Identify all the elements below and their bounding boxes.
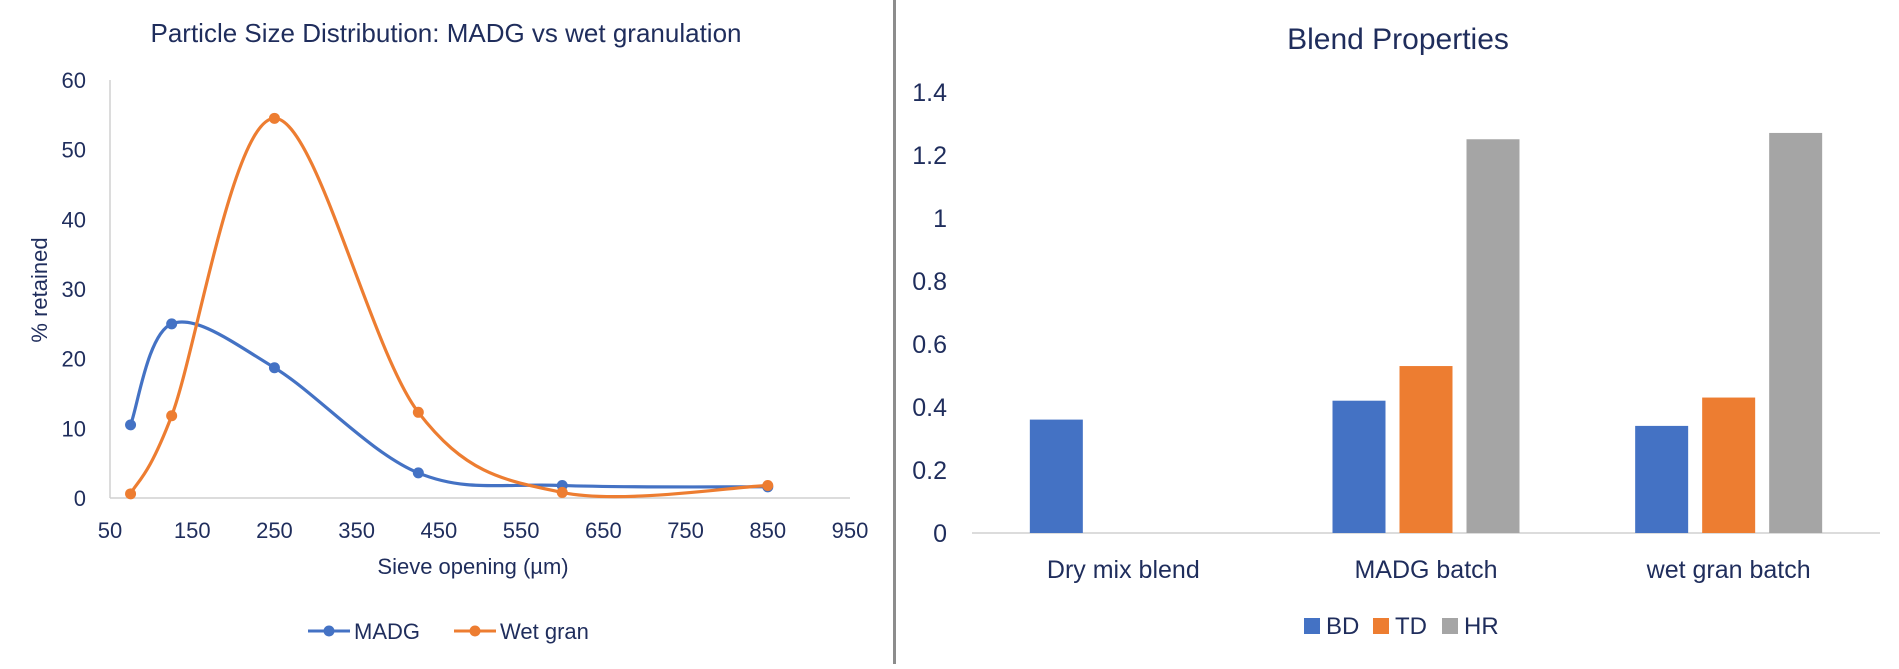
bar-td	[1702, 397, 1756, 533]
madg-point	[412, 467, 424, 479]
psd-y-axis-label: % retained	[27, 237, 52, 342]
wet-gran-point	[166, 410, 178, 422]
bar-bd	[1635, 425, 1689, 533]
psd-x-tick-label: 950	[832, 518, 869, 543]
blend-y-tick-label: 1.4	[912, 79, 947, 107]
blend-chart-title: Blend Properties	[1287, 23, 1509, 56]
madg-point	[125, 419, 137, 431]
td-legend-label: TD	[1395, 613, 1427, 640]
blend-category-label: Dry mix blend	[1047, 556, 1200, 584]
blend-y-tick-label: 0.2	[912, 457, 947, 485]
blend-bars	[1029, 132, 1823, 533]
bar-bd	[1029, 419, 1083, 533]
psd-x-axis-label: Sieve opening (µm)	[377, 554, 568, 579]
blend-axes: 0 0.2 0.4 0.6 0.8 1 1.2 1.4 Dry mix blend MADG ba…	[912, 79, 1880, 584]
psd-y-tick-label: 40	[62, 207, 86, 232]
madg-point	[268, 362, 280, 374]
blend-legend: BD TD HR	[1304, 613, 1499, 640]
psd-x-tick-label: 350	[338, 518, 375, 543]
madg-point	[166, 318, 178, 330]
wet-gran-point	[268, 112, 280, 124]
wet-gran-point	[125, 488, 137, 500]
psd-x-tick-label: 750	[667, 518, 704, 543]
psd-legend: MADG Wet gran	[308, 619, 589, 644]
psd-series	[125, 112, 774, 500]
blend-bar-chart: Blend Properties 0 0.2 0.4 0.6 0.8 1 1.2 1.4 Dry…	[912, 23, 1880, 640]
psd-y-tick-label: 0	[74, 486, 86, 511]
psd-x-tick-label: 50	[98, 518, 122, 543]
psd-x-tick-label: 850	[749, 518, 786, 543]
psd-y-tick-label: 50	[62, 138, 86, 163]
psd-x-tick-label: 550	[503, 518, 540, 543]
blend-y-tick-label: 0.8	[912, 268, 947, 296]
psd-y-tick-label: 10	[62, 416, 86, 441]
psd-x-tick-label: 450	[421, 518, 458, 543]
psd-y-tick-label: 30	[62, 277, 86, 302]
td-legend-swatch	[1373, 618, 1389, 634]
blend-y-tick-label: 0.4	[912, 394, 947, 422]
madg-legend-marker	[323, 625, 335, 637]
bd-legend-label: BD	[1326, 613, 1359, 640]
blend-y-tick-label: 1	[933, 205, 947, 233]
wet-gran-legend-marker	[469, 625, 481, 637]
blend-category-label: wet gran batch	[1646, 556, 1811, 584]
psd-line-chart: Particle Size Distribution: MADG vs wet …	[27, 18, 869, 644]
wet-gran-point	[556, 486, 568, 498]
blend-chart-panel: Blend Properties 0 0.2 0.4 0.6 0.8 1 1.2 1.4 Dry…	[897, 0, 1899, 664]
blend-category-label: MADG batch	[1354, 556, 1497, 584]
wet-gran-line	[129, 116, 768, 499]
hr-legend-swatch	[1442, 618, 1458, 634]
bar-hr	[1769, 132, 1823, 533]
psd-chart-title: Particle Size Distribution: MADG vs wet …	[150, 18, 741, 48]
bar-bd	[1332, 400, 1386, 533]
madg-legend-label: MADG	[354, 619, 420, 644]
blend-y-tick-label: 0	[933, 520, 947, 548]
psd-chart-panel: Particle Size Distribution: MADG vs wet …	[0, 0, 893, 664]
panel-divider	[893, 0, 896, 664]
psd-x-tick-label: 650	[585, 518, 622, 543]
blend-y-tick-label: 0.6	[912, 331, 947, 359]
psd-x-tick-label: 150	[174, 518, 211, 543]
bar-td	[1399, 366, 1453, 533]
wet-gran-point	[762, 479, 774, 491]
madg-line	[129, 320, 768, 489]
bar-hr	[1466, 139, 1520, 533]
wet-gran-legend-label: Wet gran	[500, 619, 589, 644]
psd-y-tick-label: 20	[62, 347, 86, 372]
bd-legend-swatch	[1304, 618, 1320, 634]
blend-y-tick-label: 1.2	[912, 142, 947, 170]
hr-legend-label: HR	[1464, 613, 1499, 640]
psd-axes: 0 10 20 30 40 50 60 50 150 250 350 450 550 650 750 850 9…	[62, 68, 869, 543]
psd-x-tick-label: 250	[256, 518, 293, 543]
psd-y-tick-label: 60	[62, 68, 86, 93]
wet-gran-point	[412, 406, 424, 418]
